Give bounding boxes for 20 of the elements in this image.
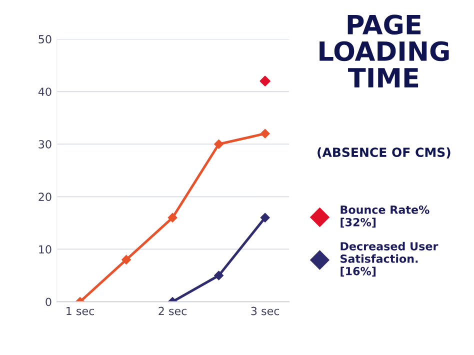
- y-tick-label: 20: [38, 192, 52, 202]
- legend-label: Bounce Rate% [32%]: [340, 206, 430, 228]
- y-tick-label: 40: [38, 88, 52, 96]
- x-tick-label: 3 sec: [251, 306, 280, 316]
- point: [122, 255, 131, 264]
- point: [260, 213, 270, 222]
- point: [260, 129, 270, 138]
- legend-label: Decreased User Satisfaction. [16%]: [340, 242, 438, 277]
- point: [214, 270, 224, 280]
- y-tick-label: 30: [38, 140, 52, 149]
- point: [168, 213, 178, 222]
- text: (ABSENCE OF CMS): [318, 147, 450, 158]
- x-tick-label: 2 sec: [158, 306, 187, 316]
- x-tick-label: 1 sec: [66, 306, 94, 316]
- point: [260, 76, 270, 86]
- text: PAGE LOADING TIME: [320, 14, 449, 88]
- point: [214, 140, 224, 149]
- y-tick-label: 50: [38, 35, 52, 44]
- y-tick-label: 0: [46, 298, 52, 306]
- y-tick-label: 10: [39, 245, 52, 254]
